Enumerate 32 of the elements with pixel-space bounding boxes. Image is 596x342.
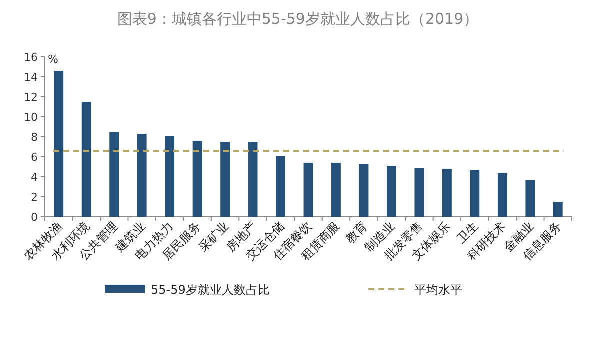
- bar: [82, 102, 92, 217]
- bar: [498, 173, 508, 217]
- bar: [54, 71, 64, 217]
- y-tick-label: 10: [24, 111, 38, 124]
- bar: [137, 134, 147, 217]
- y-tick-label: 14: [24, 71, 38, 84]
- bar: [304, 163, 314, 217]
- y-tick-label: 16: [24, 51, 38, 64]
- y-tick-label: 12: [24, 91, 38, 104]
- bar: [386, 166, 396, 217]
- y-tick-label: 8: [31, 131, 38, 144]
- chart-title: 图表9：城镇各行业中55-59岁就业人数占比（2019）: [117, 10, 479, 28]
- bar: [248, 142, 258, 217]
- bar: [553, 202, 563, 217]
- legend-label: 平均水平: [414, 283, 462, 297]
- bar: [442, 169, 452, 217]
- y-tick-label: 6: [31, 151, 38, 164]
- bar: [414, 168, 424, 217]
- legend-label: 55-59岁就业人数占比: [151, 283, 270, 297]
- bar: [526, 180, 536, 217]
- bar: [276, 156, 286, 217]
- bar: [470, 170, 480, 217]
- bar: [332, 163, 341, 217]
- y-axis-title: %: [48, 53, 58, 66]
- y-tick-label: 4: [31, 171, 38, 184]
- y-tick-label: 2: [31, 191, 38, 204]
- bar: [110, 132, 120, 217]
- y-tick-label: 0: [31, 211, 38, 224]
- bar: [359, 164, 369, 217]
- bar: [220, 142, 230, 217]
- bar: [192, 141, 202, 217]
- bar: [165, 136, 175, 217]
